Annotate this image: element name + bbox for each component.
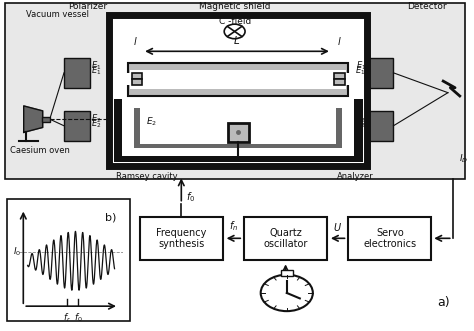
- Bar: [134, 108, 140, 148]
- Text: $E_2$: $E_2$: [355, 118, 365, 130]
- Bar: [132, 79, 142, 85]
- Bar: [128, 63, 348, 96]
- Text: $f_r$: $f_r$: [63, 311, 71, 324]
- Text: Analyzer: Analyzer: [337, 172, 374, 181]
- Text: a): a): [437, 296, 449, 309]
- Text: $E_1$: $E_1$: [91, 65, 102, 77]
- Bar: [114, 99, 122, 162]
- Text: Magnetic shield: Magnetic shield: [199, 2, 270, 11]
- Bar: [334, 73, 353, 85]
- Text: $l$: $l$: [133, 35, 137, 47]
- Bar: [367, 58, 393, 88]
- Text: Ramsey cavity: Ramsey cavity: [116, 172, 178, 181]
- Text: $E_1$: $E_1$: [355, 65, 365, 77]
- Bar: [354, 99, 363, 162]
- Text: $f_0$: $f_0$: [186, 190, 195, 204]
- Polygon shape: [24, 106, 43, 132]
- Bar: [64, 111, 90, 141]
- Text: $f_n$: $f_n$: [229, 219, 238, 233]
- Text: Frequency
synthesis: Frequency synthesis: [156, 227, 207, 249]
- Text: $I_D$: $I_D$: [459, 153, 468, 165]
- Bar: [109, 15, 367, 166]
- Text: $E_1$: $E_1$: [91, 59, 102, 71]
- Text: Detector: Detector: [407, 2, 447, 11]
- Bar: [140, 217, 223, 260]
- Text: Quartz
oscillator: Quartz oscillator: [264, 227, 308, 249]
- Text: $E_2$: $E_2$: [91, 118, 102, 130]
- Text: Servo
electronics: Servo electronics: [363, 227, 417, 249]
- Bar: [123, 73, 142, 85]
- Bar: [336, 108, 342, 148]
- Text: $E_2$: $E_2$: [91, 112, 102, 124]
- Text: Caesium oven: Caesium oven: [10, 146, 70, 155]
- Bar: [130, 70, 346, 89]
- Bar: [134, 144, 342, 148]
- Bar: [7, 199, 130, 321]
- Text: C -field: C -field: [219, 17, 251, 26]
- Text: $E_2$: $E_2$: [146, 116, 157, 128]
- Bar: [281, 270, 293, 276]
- Text: $E_1$: $E_1$: [356, 59, 366, 71]
- Text: $f_0$: $f_0$: [73, 311, 82, 324]
- Bar: [122, 99, 354, 156]
- Bar: [348, 217, 431, 260]
- Bar: [109, 15, 367, 166]
- Text: b): b): [105, 212, 116, 222]
- Bar: [114, 156, 363, 162]
- Text: Vacuum vessel: Vacuum vessel: [26, 10, 89, 19]
- Bar: [244, 217, 327, 260]
- Bar: [367, 111, 393, 141]
- Text: $l$: $l$: [337, 35, 341, 47]
- Text: $I_0$: $I_0$: [13, 246, 22, 259]
- Bar: [42, 117, 50, 122]
- Text: $L$: $L$: [233, 34, 241, 46]
- Bar: [5, 3, 465, 179]
- Bar: [334, 73, 345, 79]
- Bar: [132, 73, 142, 79]
- Bar: [64, 58, 90, 88]
- Bar: [334, 79, 345, 85]
- Text: Polarizer: Polarizer: [68, 2, 107, 11]
- Text: $U$: $U$: [333, 221, 342, 233]
- Bar: [228, 123, 249, 142]
- Circle shape: [261, 275, 313, 311]
- Text: $E_2$: $E_2$: [356, 112, 366, 124]
